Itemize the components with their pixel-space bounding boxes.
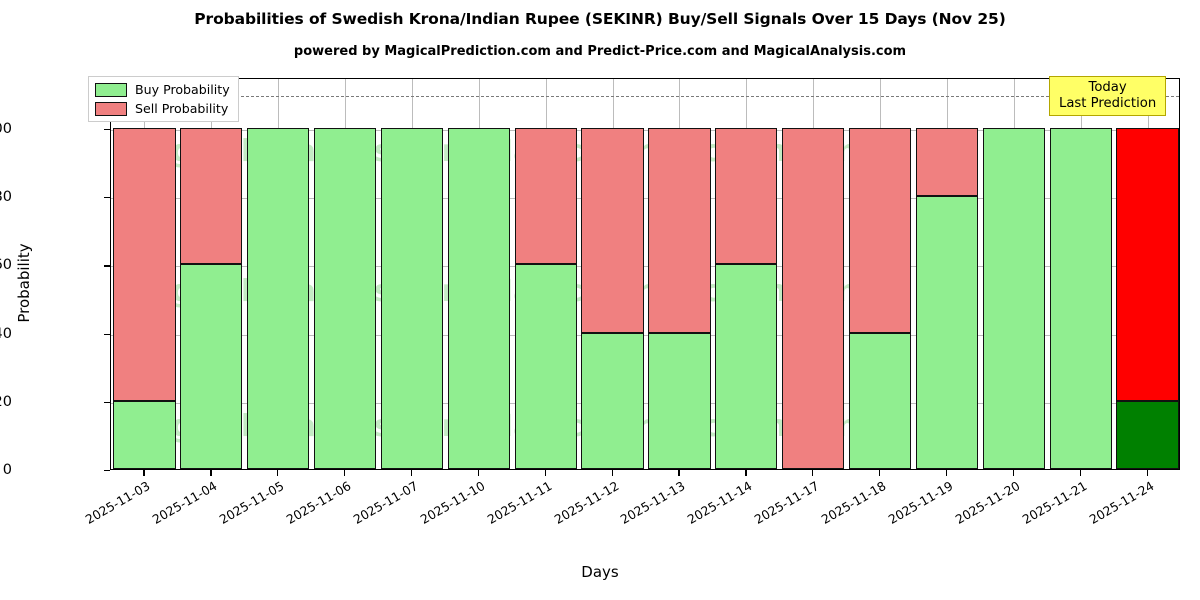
bar-segment-buy[interactable] — [247, 128, 310, 469]
gridline-20 — [111, 402, 1179, 404]
bar-segment-sell[interactable] — [915, 128, 979, 197]
x-tick-mark-2025-11-05 — [277, 470, 279, 476]
bar-segment-buy[interactable] — [1049, 128, 1112, 469]
bar-2025-11-12[interactable] — [581, 79, 644, 469]
x-tick-mark-2025-11-04 — [210, 470, 212, 476]
bar-2025-11-20[interactable] — [982, 79, 1045, 469]
y-tick-mark-0 — [104, 470, 110, 472]
gridline-80 — [111, 198, 1179, 200]
bar-segment-sell[interactable] — [1116, 128, 1179, 401]
x-tick-mark-2025-11-10 — [477, 470, 479, 476]
y-tick-mark-40 — [104, 333, 110, 335]
bar-segment-buy[interactable] — [380, 128, 444, 469]
legend-swatch-buy-icon — [95, 82, 127, 97]
y-tick-label-100: 100 — [0, 121, 12, 138]
y-tick-label-60: 60 — [0, 257, 12, 274]
bar-2025-11-04[interactable] — [180, 79, 243, 469]
x-tick-mark-2025-11-24 — [1146, 470, 1148, 476]
today-annotation-line2: Last Prediction — [1059, 95, 1157, 111]
bar-2025-11-24[interactable] — [1116, 79, 1179, 469]
x-tick-mark-2025-11-07 — [410, 470, 413, 476]
today-annotation-line1: Today — [1088, 80, 1127, 95]
bar-segment-sell[interactable] — [848, 128, 912, 333]
gridline-100 — [111, 130, 1179, 132]
x-tick-mark-2025-11-17 — [812, 470, 814, 476]
y-tick-label-80: 80 — [0, 189, 12, 206]
chart-legend: Buy Probability Sell Probability — [88, 76, 239, 122]
bar-2025-11-06[interactable] — [313, 79, 377, 469]
x-tick-mark-2025-11-11 — [544, 470, 546, 476]
legend-item-sell[interactable]: Sell Probability — [95, 101, 230, 116]
bar-segment-buy[interactable] — [915, 196, 979, 469]
y-tick-label-0: 0 — [2, 462, 12, 478]
x-tick-mark-2025-11-13 — [678, 470, 680, 476]
y-tick-label-40: 40 — [0, 325, 12, 342]
chart-subtitle: powered by MagicalPrediction.com and Pre… — [293, 44, 907, 59]
bar-segment-sell[interactable] — [113, 128, 176, 401]
threshold-line — [111, 96, 1179, 98]
bar-segment-buy[interactable] — [715, 264, 778, 469]
bar-2025-11-21[interactable] — [1049, 79, 1112, 469]
bar-segment-buy[interactable] — [447, 128, 510, 469]
x-tick-mark-2025-11-14 — [745, 470, 747, 476]
y-tick-mark-100 — [104, 129, 110, 131]
legend-swatch-sell-icon — [95, 101, 127, 116]
gridline-60 — [111, 266, 1179, 268]
bar-2025-11-11[interactable] — [514, 79, 577, 469]
bar-segment-buy[interactable] — [581, 332, 644, 469]
x-tick-mark-2025-11-18 — [879, 470, 881, 476]
bar-segment-sell[interactable] — [581, 128, 644, 333]
bar-2025-11-19[interactable] — [915, 79, 979, 469]
bar-2025-11-07[interactable] — [380, 79, 444, 469]
gridline-40 — [111, 334, 1179, 336]
x-tick-mark-2025-11-20 — [1012, 470, 1014, 476]
bar-segment-sell[interactable] — [782, 128, 845, 469]
chart-title: Probabilities of Swedish Krona/Indian Ru… — [194, 10, 1006, 28]
bar-2025-11-18[interactable] — [848, 79, 912, 469]
bar-segment-buy[interactable] — [1116, 400, 1179, 469]
legend-label-sell: Sell Probability — [135, 101, 229, 116]
bar-segment-buy[interactable] — [648, 332, 711, 469]
bar-segment-sell[interactable] — [648, 128, 711, 333]
bar-segment-sell[interactable] — [180, 128, 243, 265]
bar-segment-buy[interactable] — [982, 128, 1045, 469]
plot-area: MagicalAnalysis.com MagicalPrediction.co… — [110, 78, 1180, 470]
bar-segment-buy[interactable] — [848, 332, 912, 469]
bar-2025-11-10[interactable] — [447, 79, 510, 469]
bar-segment-sell[interactable] — [514, 128, 577, 265]
bar-segment-buy[interactable] — [180, 264, 243, 469]
y-tick-mark-80 — [104, 197, 110, 199]
bar-2025-11-14[interactable] — [715, 79, 778, 469]
bar-2025-11-13[interactable] — [648, 79, 711, 469]
x-tick-mark-2025-11-06 — [344, 470, 346, 476]
x-tick-mark-2025-11-21 — [1079, 470, 1081, 476]
bar-segment-sell[interactable] — [715, 128, 778, 265]
bar-segment-buy[interactable] — [313, 128, 377, 469]
y-tick-mark-60 — [104, 265, 110, 267]
x-tick-mark-2025-11-19 — [945, 470, 948, 476]
x-tick-mark-2025-11-12 — [611, 470, 613, 476]
y-axis-label: Probability — [15, 243, 33, 323]
legend-item-buy[interactable]: Buy Probability — [95, 82, 230, 97]
bar-segment-buy[interactable] — [514, 264, 577, 469]
today-annotation: Today Last Prediction — [1049, 76, 1167, 117]
x-axis-label: Days — [581, 563, 619, 581]
bar-segment-buy[interactable] — [113, 400, 176, 469]
y-tick-mark-20 — [104, 401, 110, 403]
bar-2025-11-03[interactable] — [113, 79, 176, 469]
bar-2025-11-05[interactable] — [247, 79, 310, 469]
bar-2025-11-17[interactable] — [782, 79, 845, 469]
x-tick-mark-2025-11-03 — [143, 470, 145, 476]
y-tick-label-20: 20 — [0, 393, 12, 410]
legend-label-buy: Buy Probability — [135, 82, 230, 97]
